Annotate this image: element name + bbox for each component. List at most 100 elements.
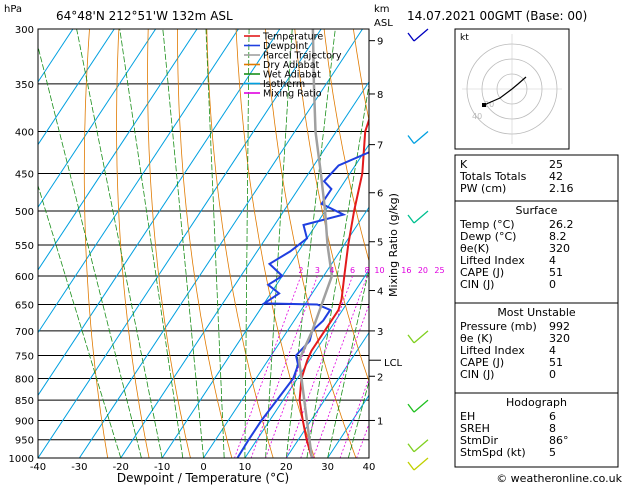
- dry-adiabat-line: [294, 29, 369, 383]
- mixing-ratio-label: 3: [315, 266, 320, 275]
- hodograph-table-row-label: StmDir: [460, 434, 499, 447]
- temperature-tick-label: -10: [154, 462, 170, 473]
- mixing-ratio-line: [312, 303, 369, 458]
- surface-row-label: Lifted Index: [460, 254, 525, 267]
- wet-adiabat-line: [244, 29, 250, 458]
- location-title: 64°48'N 212°51'W 132m ASL: [56, 9, 233, 23]
- wet-adiabat-line: [205, 29, 225, 458]
- height-unit-asl: ASL: [374, 18, 393, 29]
- mixing-ratio-line: [234, 275, 302, 458]
- wind-barb-flag: [407, 135, 415, 144]
- mixing-ratio-label: 20: [418, 266, 428, 275]
- hodograph-ring-label: 20: [484, 100, 494, 109]
- wind-barb-staff: [413, 210, 429, 224]
- surface-row-label: CAPE (J): [460, 266, 504, 279]
- most-unstable-row-value: 51: [549, 356, 563, 369]
- isotherm-line: [285, 331, 369, 458]
- hodograph-table-box: [454, 392, 619, 468]
- pressure-tick-label: 600: [15, 272, 34, 283]
- km-tick-label: 9: [377, 37, 383, 48]
- footer-credit: © weatheronline.co.uk: [496, 472, 622, 485]
- legend-label: Parcel Trajectory: [263, 51, 342, 62]
- wind-barb: [407, 210, 429, 224]
- hodograph-table-row-value: 5: [549, 446, 556, 459]
- dry-adiabat-line: [147, 29, 191, 458]
- most-unstable-row-label: CIN (J): [460, 368, 494, 381]
- hodograph-table-row-value: 86°: [549, 434, 569, 447]
- temperature-tick-label: 30: [321, 462, 334, 473]
- series-parcel-trajectory: [297, 29, 334, 458]
- pressure-tick-label: 950: [15, 436, 34, 447]
- mixing-ratio-axis-label: Mixing Ratio (g/kg): [387, 193, 400, 297]
- most-unstable-row-value: 0: [549, 368, 556, 381]
- isotherm-line: [161, 143, 369, 458]
- temperature-tick-label: 10: [239, 462, 252, 473]
- surface-row-label: CIN (J): [460, 278, 494, 291]
- lcl-label: LCL: [384, 358, 403, 369]
- mixing-ratio-line: [250, 275, 318, 458]
- wet-adiabat-line: [162, 29, 204, 458]
- isotherm-line: [38, 29, 157, 209]
- pressure-tick-label: 750: [15, 351, 34, 362]
- surface-row-label: Temp (°C): [459, 218, 515, 231]
- pressure-tick-label: 400: [15, 128, 34, 139]
- hodograph-table-row-label: EH: [460, 410, 475, 423]
- isotherm-line: [244, 269, 369, 458]
- pressure-tick-label: 850: [15, 396, 34, 407]
- most-unstable-row-value: 320: [549, 332, 570, 345]
- series-dewpoint: [236, 151, 369, 458]
- wet-adiabat-line: [119, 29, 184, 458]
- km-tick-label: 3: [377, 327, 383, 338]
- surface-row-label: Dewp (°C): [460, 230, 516, 243]
- wind-barb-flag: [407, 214, 415, 224]
- wind-barb: [407, 131, 429, 145]
- pressure-tick-label: 500: [15, 207, 34, 218]
- pressure-tick-label: 900: [15, 416, 34, 427]
- legend-label: Isotherm: [263, 79, 305, 90]
- wind-barb-flag: [407, 334, 415, 344]
- isotherm-line: [38, 29, 239, 334]
- most-unstable-row-label: θe (K): [460, 332, 493, 345]
- mixing-ratio-label: 4: [329, 266, 334, 275]
- pressure-tick-label: 350: [15, 80, 34, 91]
- temperature-tick-label: -30: [71, 462, 87, 473]
- dry-adiabat-line: [588, 29, 629, 458]
- hodograph-table-row-label: StmSpd (kt): [460, 446, 526, 459]
- wind-barb-flag: [407, 443, 415, 453]
- pressure-tick-label: 800: [15, 374, 34, 385]
- mixing-ratio-line: [285, 275, 353, 458]
- dry-adiabat-line: [323, 29, 369, 263]
- wind-barb-flag: [407, 32, 415, 42]
- wind-barb-staff: [413, 28, 429, 42]
- pressure-tick-label: 450: [15, 169, 34, 180]
- surface-row-label: θe(K): [460, 242, 489, 255]
- wind-barb-staff: [413, 131, 429, 145]
- hodograph-table-row-value: 8: [549, 422, 556, 435]
- hodograph-marker: [482, 103, 486, 107]
- km-tick-label: 7: [377, 141, 383, 152]
- temperature-tick-label: 20: [280, 462, 293, 473]
- wind-barb: [407, 439, 429, 453]
- height-unit-km: km: [374, 4, 390, 15]
- km-tick-label: 4: [377, 287, 383, 298]
- wind-barb-flag: [407, 403, 415, 413]
- wind-barb-staff: [413, 439, 429, 453]
- index-row-label: Totals Totals: [459, 170, 527, 183]
- temperature-tick-label: -20: [113, 462, 129, 473]
- wet-adiabat-line: [38, 45, 142, 458]
- wet-adiabat-line: [38, 184, 122, 458]
- legend-label: Temperature: [262, 32, 323, 43]
- pressure-tick-label: 550: [15, 241, 34, 252]
- wet-adiabat-line: [347, 380, 369, 458]
- hodograph-trace: [483, 76, 527, 106]
- wind-barb: [407, 457, 429, 471]
- hodograph-table-title: Hodograph: [506, 396, 567, 409]
- mixing-ratio-line: [356, 422, 369, 458]
- pressure-unit: hPa: [4, 4, 22, 15]
- dry-adiabat-line: [617, 29, 629, 458]
- index-row-value: 42: [549, 170, 563, 183]
- wet-adiabat-line: [306, 82, 369, 458]
- surface-row-value: 320: [549, 242, 570, 255]
